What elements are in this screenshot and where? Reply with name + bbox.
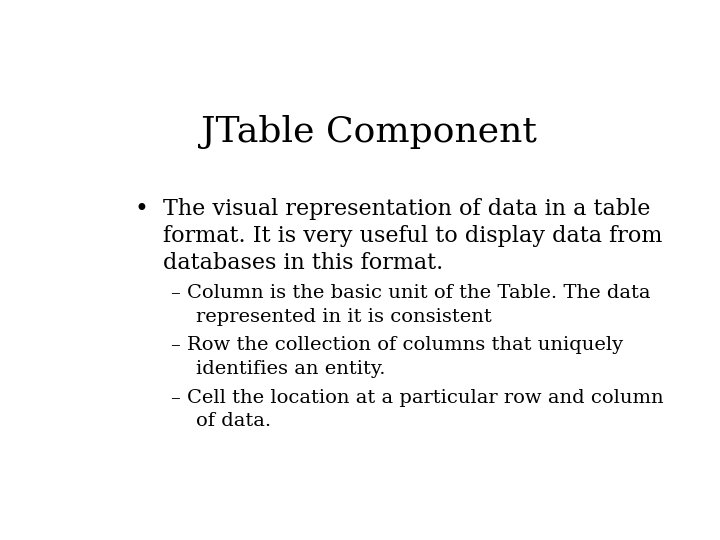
Text: identifies an entity.: identifies an entity. <box>171 360 385 378</box>
Text: databases in this format.: databases in this format. <box>163 252 443 274</box>
Text: – Row the collection of columns that uniquely: – Row the collection of columns that uni… <box>171 336 623 354</box>
Text: represented in it is consistent: represented in it is consistent <box>171 308 492 326</box>
Text: JTable Component: JTable Component <box>201 114 537 148</box>
Text: – Column is the basic unit of the Table. The data: – Column is the basic unit of the Table.… <box>171 284 650 302</box>
Text: of data.: of data. <box>171 413 271 430</box>
Text: The visual representation of data in a table: The visual representation of data in a t… <box>163 198 650 220</box>
Text: format. It is very useful to display data from: format. It is very useful to display dat… <box>163 225 662 247</box>
Text: •: • <box>135 198 148 221</box>
Text: – Cell the location at a particular row and column: – Cell the location at a particular row … <box>171 389 664 407</box>
